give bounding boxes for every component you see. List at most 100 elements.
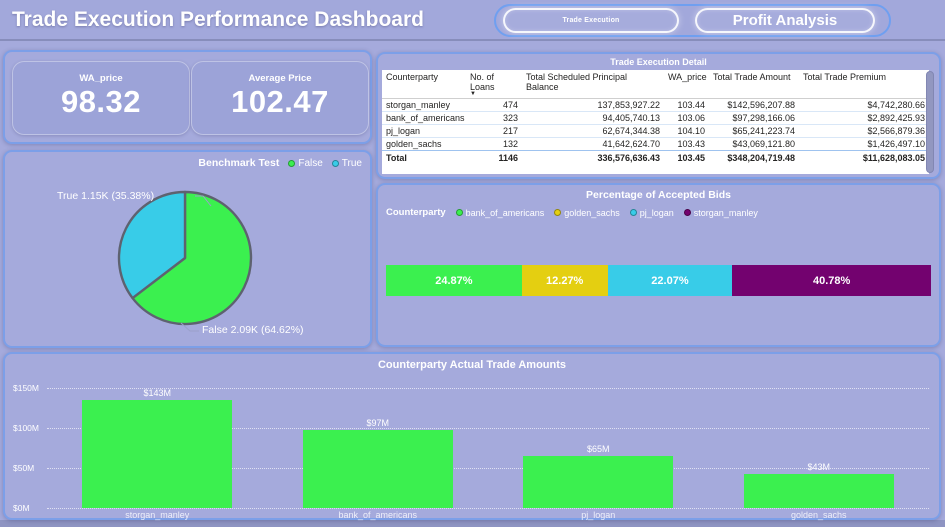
stacked-legend-item-storgan_manley[interactable]: storgan_manley: [683, 207, 758, 218]
table-container: Counterparty No. of Loans ▼ Total Scheduled…: [382, 70, 929, 174]
table-cell: $1,426,497.10: [799, 137, 929, 151]
stacked-legend-title: Counterparty: [386, 207, 446, 218]
table-total-cell: 336,576,636.43: [522, 150, 664, 164]
category-label-pj_logan: pj_logan: [581, 510, 616, 520]
column-header-no-of-loans[interactable]: No. of Loans ▼: [466, 70, 522, 99]
stacked-segment-pj_logan[interactable]: 22.07%: [607, 265, 733, 296]
benchmark-pie-panel: Benchmark Test False True True 1.15K (35.…: [3, 150, 372, 348]
table-cell: 137,853,927.22: [522, 98, 664, 112]
legend-dot-false: [288, 159, 296, 167]
stacked-segment-storgan_manley[interactable]: 40.78%: [732, 265, 931, 296]
table-cell: 62,674,344.38: [522, 124, 664, 138]
bar-chart-title: Counterparty Actual Trade Amounts: [377, 359, 567, 371]
legend-label: golden_sachs: [564, 207, 620, 218]
bar-bank_of_americans[interactable]: [302, 430, 453, 508]
legend-label: storgan_manley: [693, 207, 758, 218]
column-header-label: No. of Loans: [470, 72, 495, 92]
category-label-bank_of_americans: bank_of_americans: [338, 510, 418, 520]
table-cell: 103.06: [664, 111, 709, 125]
table-cell: 103.44: [664, 98, 709, 112]
table-cell: 323: [466, 111, 522, 125]
bar-storgan_manley[interactable]: [82, 400, 233, 508]
stacked-legend-item-bank_of_americans[interactable]: bank_of_americans: [455, 208, 544, 218]
table-cell: 132: [466, 137, 522, 151]
table-cell: $2,566,879.36: [799, 124, 929, 138]
table-total-cell: $11,628,083.05: [799, 150, 929, 164]
table-cell: golden_sachs: [382, 137, 466, 151]
y-axis-tick-150m: $150M: [13, 383, 39, 393]
stacked-segment-bank_of_americans[interactable]: 24.87%: [386, 265, 522, 296]
bar-data-label-bank_of_americans: $97M: [366, 418, 389, 429]
column-header-label: WA_price: [668, 72, 707, 82]
y-axis-tick-0m: $0M: [13, 503, 30, 513]
column-header-label: Total Trade Premium: [803, 72, 887, 82]
table-cell: $65,241,223.74: [709, 124, 799, 138]
table-total-row: Total 1146 336,576,636.43 103.45 $348,204,71…: [382, 150, 929, 164]
nav-button-profit-analysis[interactable]: Profit Analysis: [695, 8, 875, 33]
segment-percentage-label: 12.27%: [546, 274, 584, 287]
gridline-100m: [47, 428, 929, 429]
bar-chart-category-axis: storgan_manley bank_of_americans pj_logan g…: [47, 510, 929, 520]
benchmark-pie-chart: [117, 190, 253, 332]
legend-dot-storgan_manley: [683, 209, 691, 216]
category-label-storgan_manley: storgan_manley: [125, 510, 190, 520]
bar-golden_sachs[interactable]: [743, 473, 894, 508]
table-cell: $43,069,121.80: [709, 137, 799, 151]
bar-slot-pj_logan: $65M: [488, 388, 709, 508]
table-cell: 104.10: [664, 124, 709, 138]
sort-descending-icon: ▼: [470, 91, 476, 97]
table-cell: pj_logan: [382, 124, 466, 138]
pie-legend-item-false[interactable]: False: [288, 158, 323, 169]
segment-percentage-label: 24.87%: [435, 274, 473, 287]
page-title: Trade Execution Performance Dashboard: [12, 8, 424, 31]
pie-leader-true: [195, 195, 212, 207]
table-cell: 41,642,624.70: [522, 137, 664, 151]
column-header-label: Counterparty: [386, 72, 439, 82]
stacked-legend-item-pj_logan[interactable]: pj_logan: [629, 207, 674, 218]
bar-slot-golden_sachs: $43M: [709, 388, 930, 508]
stacked-segment-golden_sachs[interactable]: 12.27%: [521, 265, 608, 296]
column-header-label: Total Trade Amount: [713, 72, 791, 82]
legend-dot-bank_of_americans: [455, 209, 463, 216]
legend-label: True: [341, 157, 362, 169]
table-header-row: Counterparty No. of Loans ▼ Total Scheduled…: [382, 70, 929, 99]
stacked-bar: 24.87% 12.27% 22.07% 40.78%: [386, 265, 931, 296]
pie-slice-false[interactable]: [131, 190, 253, 326]
column-header-total-scheduled-principal-balance[interactable]: Total Scheduled Principal Balance: [522, 70, 664, 99]
pie-legend-item-true[interactable]: True: [331, 157, 362, 169]
legend-label: pj_logan: [639, 207, 674, 218]
kpi-panel: WA_price 98.32 Average Price 102.47: [3, 50, 372, 144]
table-cell: $4,742,280.66: [799, 98, 929, 112]
table-row[interactable]: pj_logan 217 62,674,344.38 104.10 $65,241,22…: [382, 124, 929, 138]
kpi-card-average-price: Average Price 102.47: [191, 61, 369, 135]
pie-legend: Benchmark Test False True: [198, 157, 362, 169]
table-cell: $97,298,166.06: [709, 111, 799, 125]
bar-chart-plot-area: $143M $97M $65M $43M: [47, 388, 929, 508]
pie-callout-false: False 2.09K (64.62%): [202, 324, 304, 336]
bar-pj_logan[interactable]: [523, 456, 674, 508]
table-scrollbar[interactable]: [926, 71, 934, 173]
table-cell: bank_of_americans: [382, 111, 466, 125]
pie-legend-title: Benchmark Test: [198, 157, 280, 169]
segment-percentage-label: 40.78%: [812, 274, 851, 287]
table-row[interactable]: bank_of_americans 323 94,405,740.13 103.06 $…: [382, 111, 929, 125]
table-row[interactable]: storgan_manley 474 137,853,927.22 103.44 $14…: [382, 98, 929, 112]
bar-data-label-pj_logan: $65M: [586, 444, 610, 454]
trade-execution-table: Counterparty No. of Loans ▼ Total Scheduled…: [382, 70, 929, 164]
table-total-cell: 1146: [466, 150, 522, 164]
column-header-wa-price[interactable]: WA_price: [664, 70, 709, 99]
legend-dot-pj_logan: [629, 209, 637, 216]
column-header-total-trade-amount[interactable]: Total Trade Amount: [709, 70, 799, 99]
legend-dot-golden_sachs: [554, 209, 562, 216]
column-header-counterparty[interactable]: Counterparty: [382, 70, 466, 99]
nav-button-trade-execution[interactable]: Trade Execution: [503, 8, 679, 33]
column-header-total-trade-premium[interactable]: Total Trade Premium: [799, 70, 929, 99]
table-total-cell: 103.45: [664, 150, 709, 164]
gridline-0m: [47, 508, 929, 509]
column-header-label: Total Scheduled Principal Balance: [526, 72, 628, 92]
table-cell: storgan_manley: [382, 98, 466, 112]
pie-slice-true[interactable]: [117, 190, 187, 300]
stacked-legend-item-golden_sachs[interactable]: golden_sachs: [554, 208, 620, 218]
table-row[interactable]: golden_sachs 132 41,642,624.70 103.43 $43,06…: [382, 137, 929, 151]
